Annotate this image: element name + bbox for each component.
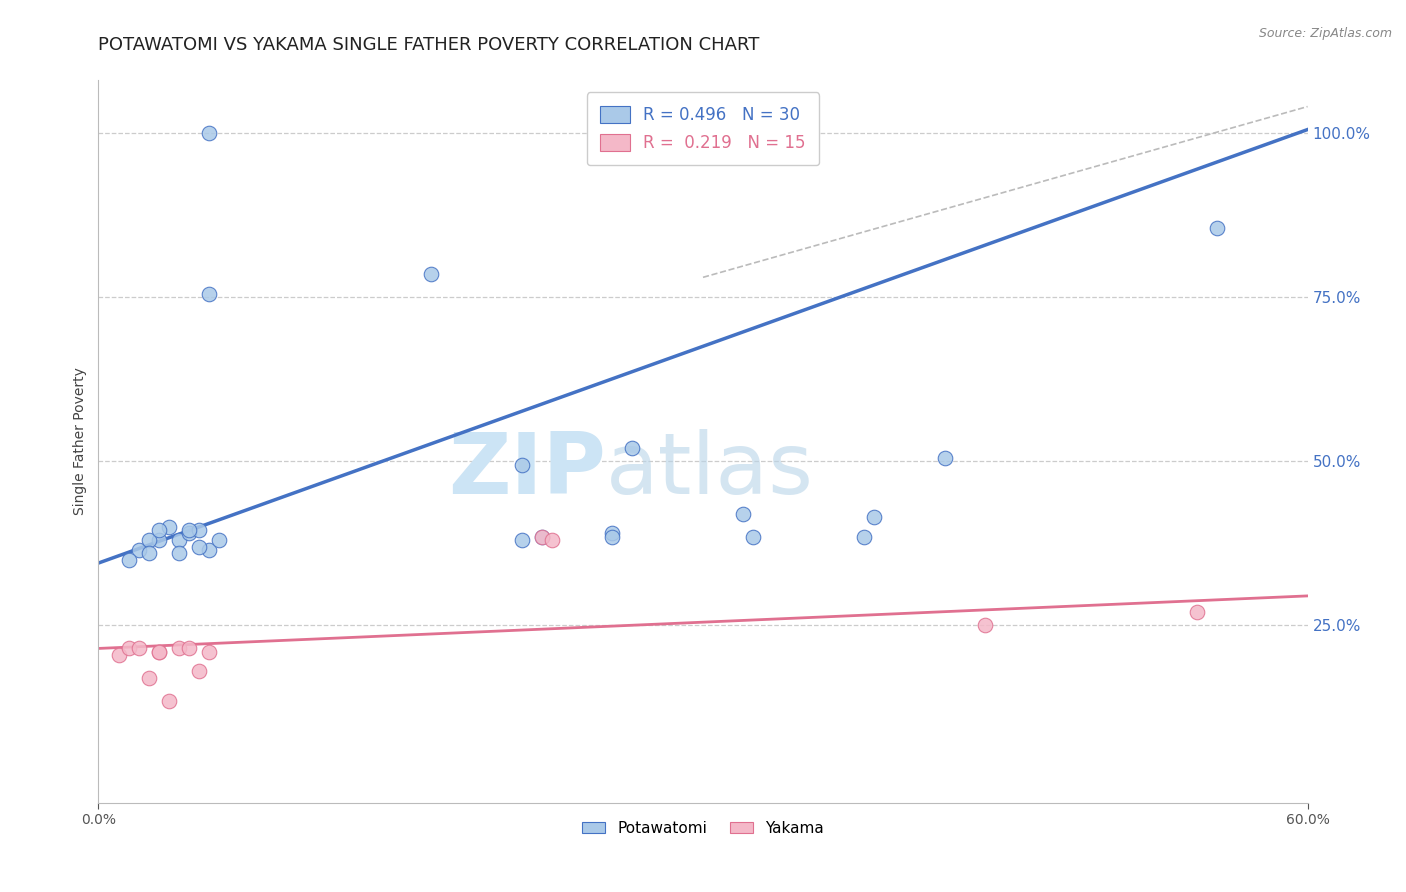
Y-axis label: Single Father Poverty: Single Father Poverty: [73, 368, 87, 516]
Point: [208, 533, 231, 547]
Point: [148, 523, 170, 537]
Point: [167, 641, 190, 656]
Point: [540, 533, 562, 547]
Point: [510, 458, 533, 472]
Point: [179, 523, 201, 537]
Point: [148, 645, 170, 659]
Point: [1206, 221, 1229, 235]
Point: [530, 530, 553, 544]
Point: [621, 441, 644, 455]
Point: [167, 533, 190, 547]
Point: [167, 546, 190, 560]
Legend: Potawatomi, Yakama: Potawatomi, Yakama: [576, 815, 830, 842]
Point: [118, 641, 141, 656]
Point: [118, 553, 141, 567]
Text: Source: ZipAtlas.com: Source: ZipAtlas.com: [1258, 27, 1392, 40]
Point: [128, 641, 150, 656]
Point: [148, 645, 170, 659]
Point: [934, 450, 956, 465]
Point: [138, 546, 160, 560]
Point: [179, 641, 201, 656]
Point: [138, 671, 160, 685]
Point: [198, 542, 221, 557]
Point: [1185, 605, 1208, 619]
Point: [742, 530, 765, 544]
Point: [198, 126, 221, 140]
Point: [602, 530, 624, 544]
Point: [510, 533, 533, 547]
Point: [179, 526, 201, 541]
Text: atlas: atlas: [606, 429, 814, 512]
Point: [198, 286, 221, 301]
Point: [733, 507, 755, 521]
Point: [602, 526, 624, 541]
Point: [148, 533, 170, 547]
Point: [107, 648, 129, 662]
Point: [188, 540, 211, 554]
Point: [157, 694, 180, 708]
Point: [198, 645, 221, 659]
Point: [138, 533, 160, 547]
Point: [974, 618, 997, 632]
Point: [188, 523, 211, 537]
Point: [128, 542, 150, 557]
Text: ZIP: ZIP: [449, 429, 606, 512]
Text: POTAWATOMI VS YAKAMA SINGLE FATHER POVERTY CORRELATION CHART: POTAWATOMI VS YAKAMA SINGLE FATHER POVER…: [98, 36, 759, 54]
Point: [853, 530, 876, 544]
Point: [420, 267, 443, 281]
Point: [188, 665, 211, 679]
Point: [863, 510, 886, 524]
Point: [157, 520, 180, 534]
Point: [530, 530, 553, 544]
